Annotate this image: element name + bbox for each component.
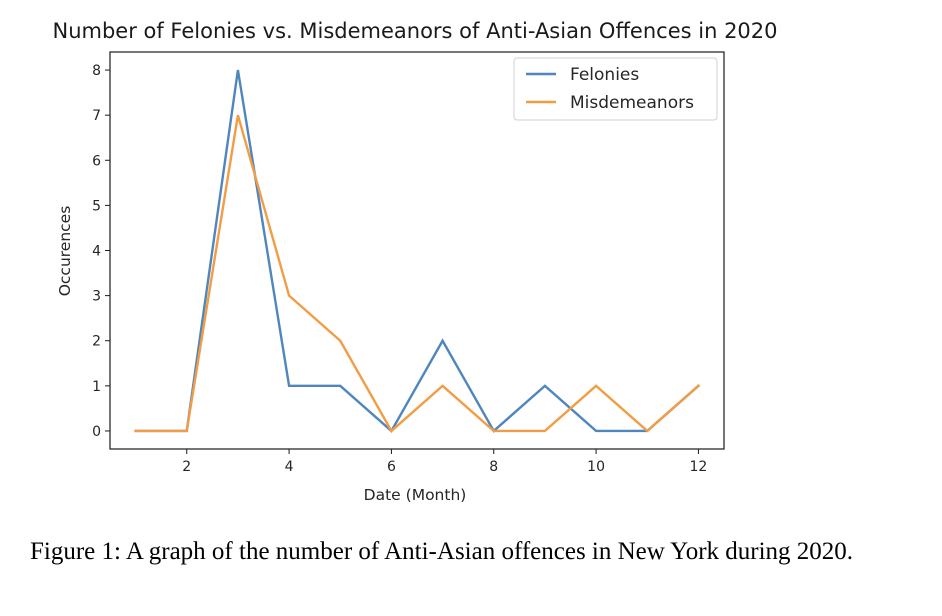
chart-title: Number of Felonies vs. Misdemeanors of A…: [52, 19, 777, 43]
y-tick-label: 2: [92, 334, 101, 350]
x-tick-label: 12: [690, 459, 708, 475]
figure-caption: Figure 1: A graph of the number of Anti-…: [30, 538, 854, 565]
y-axis-label: Occurences: [56, 206, 74, 297]
legend: Felonies Misdemeanors: [513, 57, 718, 121]
y-tick-label: 1: [92, 379, 101, 395]
y-tick-label: 5: [92, 198, 101, 214]
legend-label-felonies: Felonies: [570, 65, 639, 85]
y-tick-label: 7: [92, 108, 101, 124]
x-tick-label: 8: [489, 459, 498, 475]
series-line-felonies: [134, 69, 701, 433]
series-line-misdemeanors: [134, 114, 701, 433]
y-tick-label: 8: [92, 63, 101, 79]
legend-box: [513, 57, 718, 121]
x-axis-label: Date (Month): [364, 486, 467, 504]
series-lines: [134, 69, 701, 433]
x-tick-label: 2: [182, 459, 191, 475]
y-tick-label: 0: [92, 424, 101, 440]
line-chart: Number of Felonies vs. Misdemeanors of A…: [52, 19, 777, 504]
legend-label-misdemeanors: Misdemeanors: [570, 93, 694, 113]
x-tick-label: 10: [587, 459, 605, 475]
y-tick-label: 3: [92, 289, 101, 305]
x-tick-label: 6: [387, 459, 396, 475]
x-tick-label: 4: [285, 459, 294, 475]
y-tick-label: 6: [92, 153, 101, 169]
y-tick-label: 4: [92, 244, 101, 260]
